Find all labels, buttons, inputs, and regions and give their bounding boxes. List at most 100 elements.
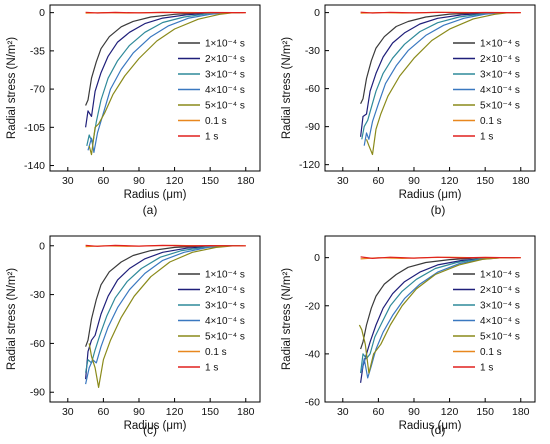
legend-entry: 5×10⁻⁴ s <box>480 332 520 343</box>
y-tick-label: -90 <box>30 387 45 399</box>
legend-entry: 3×10⁻⁴ s <box>480 301 520 312</box>
panel-caption: (b) <box>431 203 446 217</box>
x-tick-label: 60 <box>98 406 110 418</box>
legend-entry: 1×10⁻⁴ s <box>480 270 520 281</box>
x-axis-label: Radius (μm) <box>124 420 187 432</box>
legend-entry: 1×10⁻⁴ s <box>480 39 520 50</box>
series-line-4 <box>363 12 515 146</box>
plot-frame <box>324 4 536 172</box>
legend-entry: 1 s <box>205 132 218 143</box>
series-line-7 <box>85 11 246 14</box>
panel-caption: (d) <box>431 423 446 437</box>
series-line-5 <box>88 245 244 388</box>
x-tick-label: 30 <box>62 406 74 418</box>
chart-panel-3: 30 60 90 120 150 180 0 -30 -60 -90 Radius (μm) Radi… <box>6 235 261 437</box>
panel-caption: (a) <box>143 203 158 217</box>
x-tick-label: 30 <box>337 175 349 187</box>
x-tick-label: 150 <box>201 175 219 187</box>
x-tick-label: 150 <box>476 406 494 418</box>
chart-panel-1: 30 60 90 120 150 180 0 -35 -70 -105 -140 Radius (μm… <box>6 4 261 217</box>
x-tick-label: 150 <box>476 175 494 187</box>
legend-entry: 2×10⁻⁴ s <box>205 54 245 65</box>
legend-entry: 1 s <box>480 132 493 143</box>
x-tick-label: 60 <box>373 406 385 418</box>
x-tick-label: 30 <box>62 175 74 187</box>
series-line-3 <box>361 12 515 140</box>
x-tick-label: 150 <box>201 406 219 418</box>
legend-entry: 4×10⁻⁴ s <box>480 316 520 327</box>
y-axis-label: Radial stress (N/m²) <box>6 268 18 370</box>
legend-entry: 1×10⁻⁴ s <box>205 270 245 281</box>
legend-entry: 4×10⁻⁴ s <box>480 85 520 96</box>
series-line-5 <box>88 12 244 156</box>
y-tick-label: -140 <box>24 160 45 172</box>
x-tick-label: 120 <box>166 175 184 187</box>
x-tick-label: 120 <box>441 406 459 418</box>
series-line-4 <box>87 12 240 153</box>
panel-caption: (c) <box>143 423 157 437</box>
y-axis-label: Radial stress (N/m²) <box>281 268 293 370</box>
legend-entry: 4×10⁻⁴ s <box>205 85 245 96</box>
y-tick-label: -30 <box>30 289 45 301</box>
legend-entry: 1 s <box>480 363 493 374</box>
y-tick-label: -60 <box>305 83 320 95</box>
x-tick-label: 30 <box>337 406 349 418</box>
legend-entry: 0.1 s <box>480 116 502 127</box>
y-tick-label: -40 <box>305 348 320 360</box>
series-line-7 <box>360 11 521 14</box>
x-tick-label: 180 <box>512 175 530 187</box>
legend-entry: 1×10⁻⁴ s <box>205 39 245 50</box>
series-line-7 <box>85 244 246 247</box>
y-tick-label: -105 <box>24 122 45 134</box>
legend-entry: 2×10⁻⁴ s <box>205 285 245 296</box>
x-tick-label: 60 <box>98 175 110 187</box>
plot-frame <box>324 235 536 403</box>
legend-entry: 0.1 s <box>205 116 227 127</box>
x-tick-label: 90 <box>133 175 145 187</box>
y-tick-label: 0 <box>314 7 320 19</box>
y-tick-label: -70 <box>30 84 45 96</box>
series-line-5 <box>358 257 519 374</box>
legend-entry: 5×10⁻⁴ s <box>480 101 520 112</box>
y-tick-label: -60 <box>30 338 45 350</box>
series-line-7 <box>360 256 521 259</box>
series-line-5 <box>365 12 519 156</box>
y-axis-label: Radial stress (N/m²) <box>6 37 18 139</box>
legend-entry: 3×10⁻⁴ s <box>205 301 245 312</box>
chart-panel-2: 30 60 90 120 150 180 0 -30 -60 -90 -120 Radius (μm)… <box>281 4 536 217</box>
plot-frame <box>49 4 261 172</box>
x-tick-label: 180 <box>512 406 530 418</box>
y-tick-label: -30 <box>305 45 320 57</box>
legend-entry: 3×10⁻⁴ s <box>205 70 245 81</box>
y-tick-label: 0 <box>39 7 45 19</box>
plot-frame <box>49 235 261 403</box>
legend-entry: 1 s <box>205 363 218 374</box>
legend-entry: 5×10⁻⁴ s <box>205 332 245 343</box>
legend-entry: 2×10⁻⁴ s <box>480 285 520 296</box>
legend-entry: 5×10⁻⁴ s <box>205 101 245 112</box>
y-tick-label: -90 <box>305 121 320 133</box>
x-tick-label: 180 <box>237 406 255 418</box>
legend-entry: 0.1 s <box>205 347 227 358</box>
y-tick-label: -120 <box>299 159 320 171</box>
x-axis-label: Radius (μm) <box>399 420 462 432</box>
x-tick-label: 90 <box>408 406 420 418</box>
x-tick-label: 120 <box>166 406 184 418</box>
x-axis-label: Radius (μm) <box>399 189 462 201</box>
x-tick-label: 90 <box>408 175 420 187</box>
y-axis-label: Radial stress (N/m²) <box>281 37 293 139</box>
y-tick-label: 0 <box>314 252 320 264</box>
y-tick-label: -60 <box>305 397 320 409</box>
legend-entry: 4×10⁻⁴ s <box>205 316 245 327</box>
y-tick-label: 0 <box>39 240 45 252</box>
series-line-2 <box>360 12 515 137</box>
x-tick-label: 180 <box>237 175 255 187</box>
legend-entry: 3×10⁻⁴ s <box>480 70 520 81</box>
x-tick-label: 60 <box>373 175 385 187</box>
x-tick-label: 90 <box>133 406 145 418</box>
legend-entry: 2×10⁻⁴ s <box>480 54 520 65</box>
x-axis-label: Radius (μm) <box>124 189 187 201</box>
y-tick-label: -20 <box>305 300 320 312</box>
y-tick-label: -35 <box>30 45 45 57</box>
